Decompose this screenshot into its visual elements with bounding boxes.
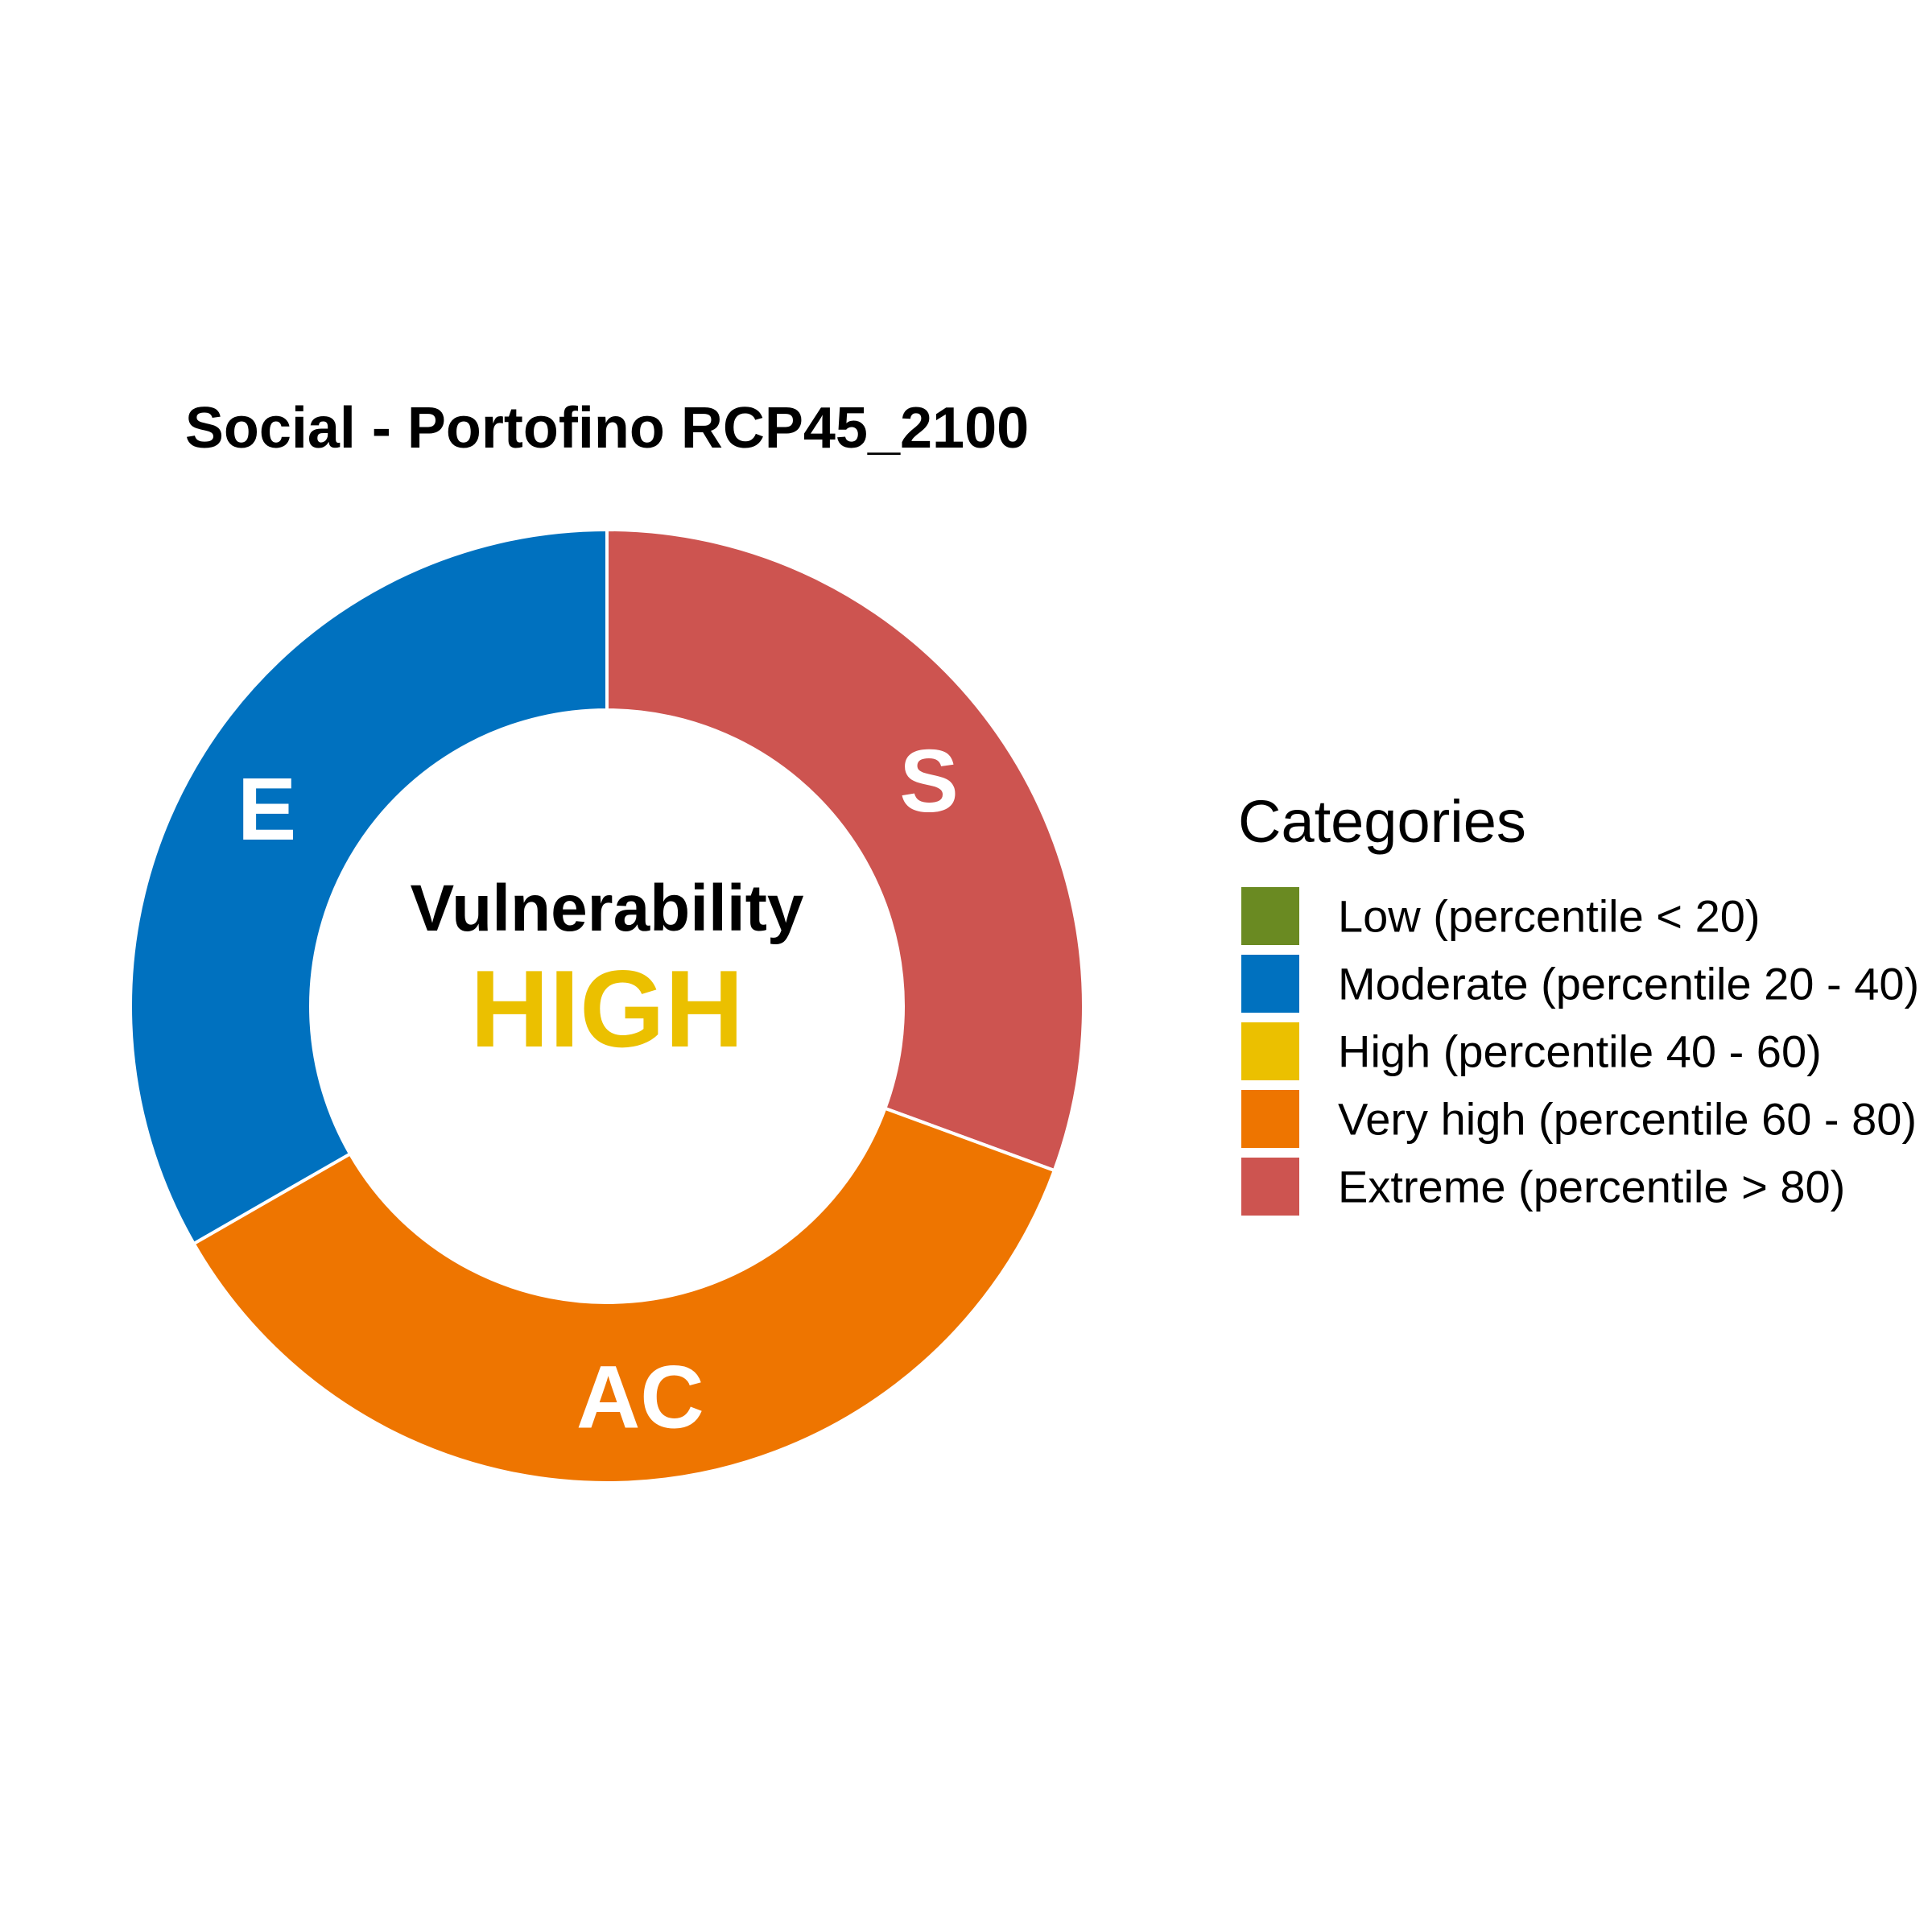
legend-swatch	[1241, 1022, 1299, 1080]
chart-title: Social - Portofino RCP45_2100	[185, 396, 1029, 460]
legend-item: Moderate (percentile 20 - 40)	[1241, 955, 1919, 1013]
legend-label: Low (percentile < 20)	[1338, 891, 1761, 942]
center-label: Vulnerability	[410, 872, 803, 945]
legend-label: Extreme (percentile > 80)	[1338, 1162, 1845, 1212]
legend-item: Very high (percentile 60 - 80)	[1241, 1090, 1917, 1148]
slice-label-s: S	[899, 732, 958, 831]
slice-labels: S AC E	[237, 732, 959, 1447]
legend-label: Moderate (percentile 20 - 40)	[1338, 959, 1919, 1009]
legend-item: Low (percentile < 20)	[1241, 887, 1761, 945]
slice-s	[605, 527, 1085, 1173]
legend-label: High (percentile 40 - 60)	[1338, 1026, 1822, 1077]
center-value: HIGH	[470, 947, 744, 1070]
legend-label: Very high (percentile 60 - 80)	[1338, 1094, 1917, 1145]
slice-ac	[191, 1106, 1057, 1485]
legend-swatch	[1241, 887, 1299, 945]
slice-e	[129, 527, 609, 1246]
slice-label-e: E	[237, 760, 296, 859]
donut-slices	[129, 527, 1085, 1485]
legend-item: High (percentile 40 - 60)	[1241, 1022, 1822, 1080]
legend: Categories Low (percentile < 20) Moderate…	[1238, 788, 1919, 1216]
legend-items: Low (percentile < 20) Moderate (percentil…	[1241, 887, 1919, 1216]
legend-swatch	[1241, 1090, 1299, 1148]
slice-label-ac: AC	[576, 1348, 704, 1447]
legend-swatch	[1241, 1158, 1299, 1216]
legend-item: Extreme (percentile > 80)	[1241, 1158, 1845, 1216]
legend-swatch	[1241, 955, 1299, 1013]
legend-title: Categories	[1238, 788, 1526, 855]
